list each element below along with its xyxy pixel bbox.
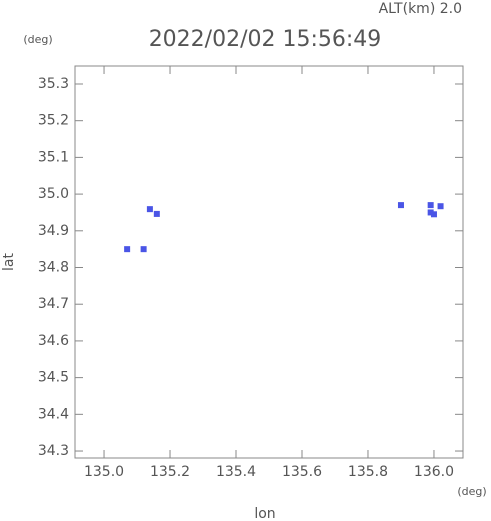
y-tick-label: 34.4	[38, 406, 69, 422]
x-tick-label: 135.0	[84, 464, 124, 480]
echo-point	[427, 202, 434, 209]
x-tick-label: 135.2	[150, 464, 190, 480]
x-tick-label: 135.8	[348, 464, 388, 480]
x-unit: (deg)	[457, 485, 486, 498]
plot-frame	[74, 65, 464, 459]
y-tick-label: 34.3	[38, 443, 69, 459]
echo-point	[146, 206, 153, 213]
echo-point	[140, 246, 147, 253]
y-unit: (deg)	[23, 33, 52, 46]
y-tick-label: 35.2	[38, 113, 69, 129]
y-tick-label: 34.5	[38, 370, 69, 386]
echo-point	[437, 203, 444, 210]
echo-point	[124, 246, 131, 253]
echo-point	[430, 211, 437, 218]
x-tick-label: 135.4	[216, 464, 256, 480]
y-tick-label: 34.9	[38, 223, 69, 239]
echo-point	[397, 202, 404, 209]
y-tick-label: 35.0	[38, 186, 69, 202]
y-axis-label: lat	[1, 253, 17, 271]
y-tick-label: 35.1	[38, 149, 69, 165]
y-tick-label: 35.3	[38, 76, 69, 92]
x-tick-label: 135.6	[282, 464, 322, 480]
altitude-label: ALT(km) 2.0	[379, 1, 462, 17]
chart-title: 2022/02/02 15:56:49	[149, 27, 382, 52]
y-tick-label: 34.6	[38, 333, 69, 349]
x-axis-label: lon	[254, 506, 275, 521]
y-tick-label: 34.7	[38, 296, 69, 312]
y-tick-label: 34.8	[38, 260, 69, 276]
x-tick-label: 136.0	[414, 464, 454, 480]
echo-point	[427, 209, 434, 216]
echo-point	[153, 210, 160, 217]
